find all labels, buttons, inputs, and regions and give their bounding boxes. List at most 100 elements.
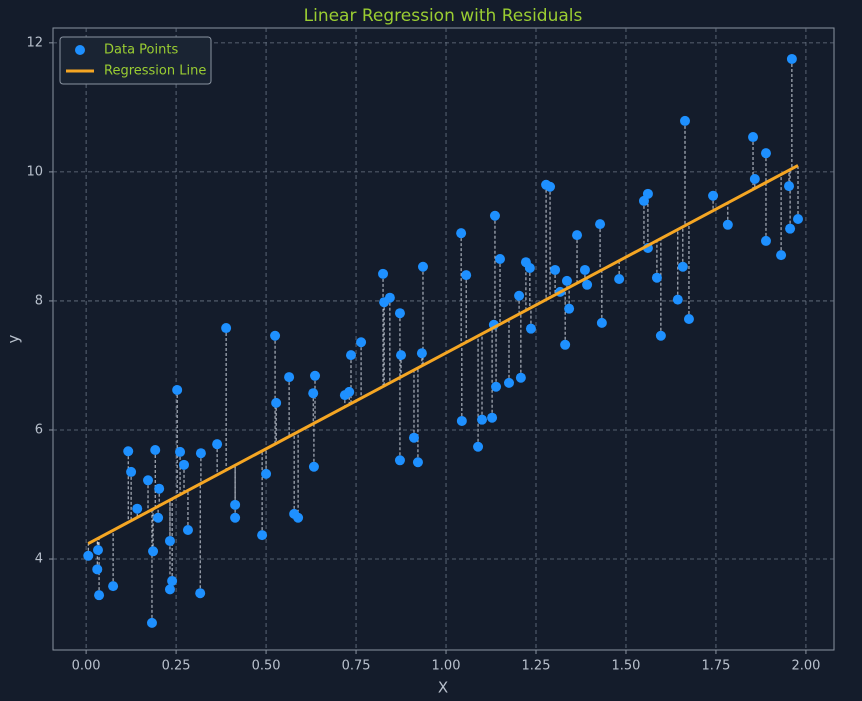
x-tick-label: 1.50 xyxy=(611,659,640,674)
data-point xyxy=(561,275,572,286)
x-tick-label: 0.75 xyxy=(342,659,371,674)
data-point xyxy=(560,339,571,350)
data-point xyxy=(126,466,137,477)
legend-label: Regression Line xyxy=(104,64,206,79)
data-point xyxy=(525,323,536,334)
data-point xyxy=(394,308,405,319)
data-point xyxy=(456,415,467,426)
data-point xyxy=(572,230,583,241)
data-point xyxy=(749,173,760,184)
data-point xyxy=(221,323,232,334)
data-point xyxy=(461,270,472,281)
data-point xyxy=(642,188,653,199)
y-tick-label: 12 xyxy=(26,35,43,50)
y-tick-label: 8 xyxy=(35,293,43,308)
data-point xyxy=(579,264,590,275)
data-point xyxy=(143,475,154,486)
data-point xyxy=(195,588,206,599)
data-point xyxy=(92,564,103,575)
data-point xyxy=(524,263,535,274)
data-point xyxy=(172,384,183,395)
data-point xyxy=(672,294,683,305)
data-point xyxy=(164,584,175,595)
data-point xyxy=(212,439,223,450)
data-point xyxy=(595,219,606,230)
data-point xyxy=(153,512,164,523)
data-point xyxy=(146,617,157,628)
data-point xyxy=(308,388,319,399)
data-point xyxy=(784,181,795,192)
data-point xyxy=(683,313,694,324)
data-point xyxy=(83,550,94,561)
data-point xyxy=(487,412,498,423)
data-point xyxy=(412,457,423,468)
data-point xyxy=(760,235,771,246)
legend-label: Data Points xyxy=(104,43,178,58)
data-point xyxy=(230,499,241,510)
data-point xyxy=(257,530,268,541)
data-point xyxy=(346,350,357,361)
x-tick-label: 0.50 xyxy=(252,659,281,674)
data-point xyxy=(284,372,295,383)
data-point xyxy=(261,468,272,479)
data-point xyxy=(92,544,103,555)
data-point xyxy=(651,272,662,283)
x-tick-label: 1.25 xyxy=(522,659,551,674)
data-point xyxy=(175,446,186,457)
data-point xyxy=(94,590,105,601)
x-tick-label: 1.75 xyxy=(701,659,730,674)
plot xyxy=(83,53,804,628)
data-point xyxy=(356,337,367,348)
data-point xyxy=(167,575,178,586)
legend: Data Points Regression Line xyxy=(59,36,212,85)
x-tick-label: 0.25 xyxy=(162,659,191,674)
data-point xyxy=(515,372,526,383)
data-point xyxy=(270,330,281,341)
data-point xyxy=(271,397,282,408)
data-point xyxy=(655,330,666,341)
data-point xyxy=(378,268,389,279)
data-point xyxy=(310,370,321,381)
data-point xyxy=(416,348,427,359)
data-point xyxy=(491,381,502,392)
legend-box xyxy=(59,36,212,85)
y-tick-label: 4 xyxy=(35,552,43,567)
data-point xyxy=(596,317,607,328)
data-point xyxy=(760,148,771,159)
data-point xyxy=(679,115,690,126)
data-point xyxy=(776,250,787,261)
data-point xyxy=(417,261,428,272)
data-point xyxy=(550,264,561,275)
data-point xyxy=(408,432,419,443)
data-point xyxy=(614,273,625,284)
data-point xyxy=(154,483,165,494)
data-point xyxy=(148,546,159,557)
data-point xyxy=(150,444,161,455)
data-point xyxy=(456,228,467,239)
data-point xyxy=(748,132,759,143)
data-point xyxy=(477,414,488,425)
data-point xyxy=(396,350,407,361)
x-axis-label: X xyxy=(438,679,448,697)
y-tick-label: 10 xyxy=(26,164,43,179)
legend-marker xyxy=(75,45,85,55)
data-point xyxy=(489,210,500,221)
data-point xyxy=(182,524,193,535)
grid: 0.00 0.25 0.50 0.75 1.00 1.25 1.50 1.75 2.00 4 6 8 1… xyxy=(26,28,834,674)
regression-line xyxy=(87,164,799,545)
chart-title: Linear Regression with Residuals xyxy=(304,6,583,26)
data-point xyxy=(179,459,190,470)
data-point xyxy=(108,581,119,592)
data-point xyxy=(384,292,395,303)
plot-frame xyxy=(52,27,835,651)
y-axis-label: y xyxy=(5,334,23,343)
data-point xyxy=(123,446,134,457)
data-point xyxy=(195,448,206,459)
data-point xyxy=(504,377,515,388)
data-point xyxy=(164,535,175,546)
data-point xyxy=(308,461,319,472)
data-point xyxy=(495,253,506,264)
